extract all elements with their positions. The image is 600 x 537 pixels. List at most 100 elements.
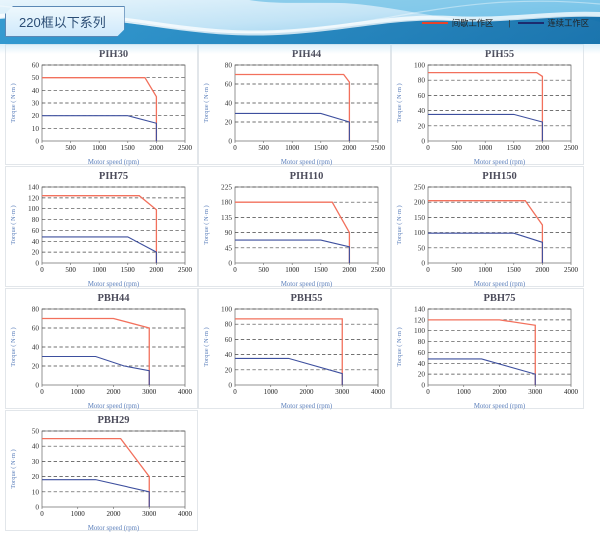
svg-text:PBH29: PBH29 (97, 415, 129, 426)
svg-text:Torque ( N·m ): Torque ( N·m ) (10, 449, 17, 488)
svg-text:20: 20 (418, 370, 426, 379)
svg-text:0: 0 (233, 388, 237, 396)
svg-text:40: 40 (32, 442, 40, 451)
svg-text:40: 40 (418, 359, 426, 368)
svg-text:1500: 1500 (121, 144, 136, 152)
svg-text:100: 100 (414, 228, 425, 237)
svg-text:100: 100 (414, 326, 425, 335)
svg-text:Torque ( N·m ): Torque ( N·m ) (396, 327, 403, 366)
svg-text:20: 20 (32, 248, 40, 257)
svg-text:0: 0 (35, 137, 39, 146)
svg-text:80: 80 (225, 320, 233, 329)
svg-text:2000: 2000 (107, 388, 122, 396)
svg-text:100: 100 (28, 204, 39, 213)
svg-text:0: 0 (35, 503, 39, 512)
svg-text:Torque ( N·m ): Torque ( N·m ) (203, 327, 210, 366)
svg-text:40: 40 (32, 343, 40, 352)
svg-text:50: 50 (418, 243, 426, 252)
svg-text:40: 40 (418, 106, 426, 115)
svg-text:40: 40 (225, 99, 233, 108)
svg-text:0: 0 (40, 510, 44, 518)
svg-text:0: 0 (228, 259, 232, 268)
svg-text:Motor speed (rpm): Motor speed (rpm) (474, 403, 525, 410)
svg-text:0: 0 (40, 266, 44, 274)
svg-text:Motor speed (rpm): Motor speed (rpm) (474, 281, 525, 288)
svg-text:40: 40 (225, 350, 233, 359)
svg-text:0: 0 (421, 137, 425, 146)
svg-text:45: 45 (225, 243, 233, 252)
svg-text:1000: 1000 (478, 266, 493, 274)
svg-text:PBH44: PBH44 (97, 293, 130, 304)
svg-text:2000: 2000 (149, 144, 164, 152)
svg-text:2500: 2500 (178, 266, 193, 274)
svg-text:0: 0 (40, 144, 44, 152)
svg-text:180: 180 (221, 198, 232, 207)
svg-text:3000: 3000 (142, 510, 157, 518)
svg-text:2500: 2500 (371, 144, 386, 152)
svg-text:50: 50 (32, 427, 40, 436)
svg-text:200: 200 (414, 198, 425, 207)
svg-text:60: 60 (225, 335, 233, 344)
svg-text:30: 30 (32, 99, 40, 108)
svg-text:Torque ( N·m ): Torque ( N·m ) (396, 83, 403, 122)
svg-text:0: 0 (35, 259, 39, 268)
svg-text:1000: 1000 (92, 144, 107, 152)
svg-text:2000: 2000 (300, 388, 315, 396)
svg-text:0: 0 (426, 388, 430, 396)
svg-text:4000: 4000 (178, 510, 193, 518)
svg-text:2000: 2000 (493, 388, 508, 396)
svg-text:20: 20 (32, 362, 40, 371)
svg-text:60: 60 (418, 348, 426, 357)
svg-text:30: 30 (32, 457, 40, 466)
svg-text:0: 0 (426, 144, 430, 152)
svg-text:250: 250 (414, 183, 425, 192)
svg-text:80: 80 (225, 61, 233, 70)
svg-text:0: 0 (40, 388, 44, 396)
svg-text:Torque ( N·m ): Torque ( N·m ) (396, 205, 403, 244)
svg-text:60: 60 (418, 91, 426, 100)
svg-text:80: 80 (32, 215, 40, 224)
svg-text:2500: 2500 (178, 144, 193, 152)
svg-text:1000: 1000 (285, 144, 300, 152)
svg-text:0: 0 (233, 144, 237, 152)
svg-text:Motor speed (rpm): Motor speed (rpm) (88, 159, 139, 166)
svg-text:PBH75: PBH75 (483, 293, 515, 304)
svg-text:PIH44: PIH44 (292, 49, 322, 60)
svg-text:500: 500 (65, 266, 76, 274)
svg-text:Torque ( N·m ): Torque ( N·m ) (10, 83, 17, 122)
svg-text:0: 0 (421, 259, 425, 268)
svg-text:PIH75: PIH75 (99, 171, 128, 182)
svg-text:0: 0 (35, 381, 39, 390)
svg-text:500: 500 (451, 266, 462, 274)
svg-text:0: 0 (421, 381, 425, 390)
svg-text:0: 0 (228, 381, 232, 390)
svg-text:100: 100 (221, 305, 232, 314)
svg-text:1500: 1500 (314, 266, 329, 274)
svg-text:60: 60 (32, 61, 40, 70)
svg-text:1000: 1000 (457, 388, 472, 396)
svg-text:2500: 2500 (371, 266, 386, 274)
svg-text:2500: 2500 (564, 144, 579, 152)
svg-text:150: 150 (414, 213, 425, 222)
svg-text:1000: 1000 (92, 266, 107, 274)
svg-text:100: 100 (414, 61, 425, 70)
svg-text:20: 20 (225, 118, 233, 127)
svg-text:225: 225 (221, 183, 232, 192)
svg-text:PIH150: PIH150 (482, 171, 516, 182)
svg-text:0: 0 (233, 266, 237, 274)
svg-text:10: 10 (32, 124, 40, 133)
svg-text:Motor speed (rpm): Motor speed (rpm) (474, 159, 525, 166)
svg-text:135: 135 (221, 213, 232, 222)
svg-text:Motor speed (rpm): Motor speed (rpm) (88, 281, 139, 288)
svg-text:Motor speed (rpm): Motor speed (rpm) (281, 159, 332, 166)
svg-text:2000: 2000 (535, 266, 550, 274)
svg-text:60: 60 (32, 324, 40, 333)
svg-text:1000: 1000 (71, 510, 86, 518)
svg-text:20: 20 (32, 111, 40, 120)
svg-text:80: 80 (418, 76, 426, 85)
svg-text:80: 80 (32, 305, 40, 314)
svg-text:10: 10 (32, 487, 40, 496)
svg-text:2000: 2000 (535, 144, 550, 152)
svg-text:2000: 2000 (149, 266, 164, 274)
svg-text:120: 120 (28, 193, 39, 202)
